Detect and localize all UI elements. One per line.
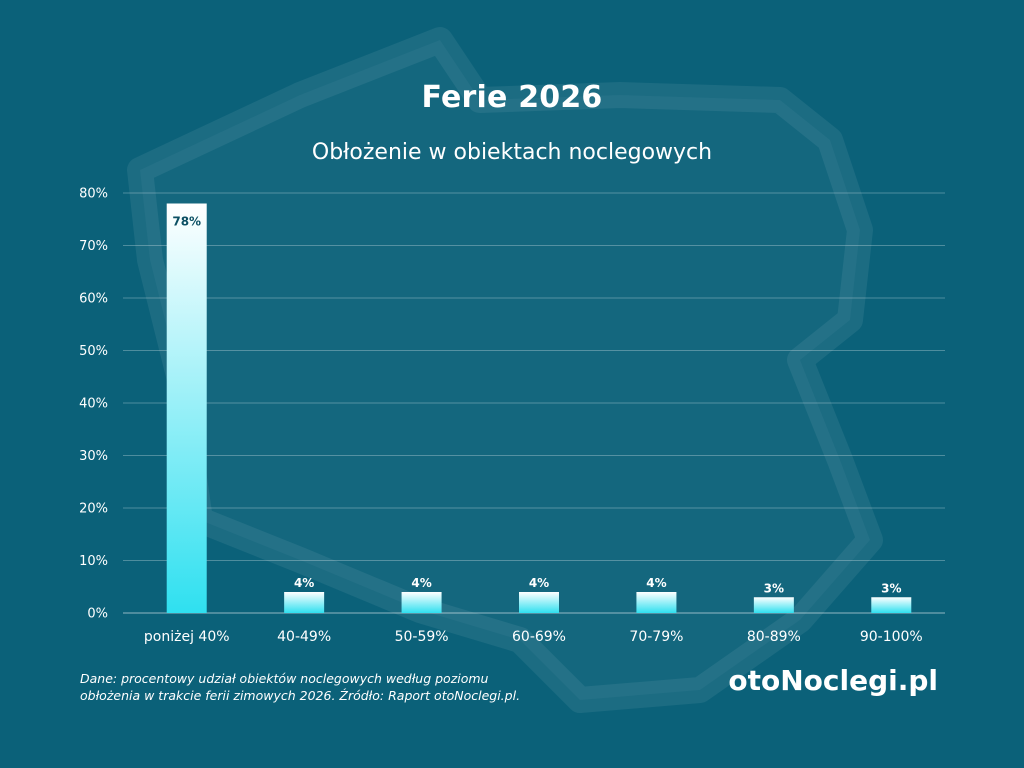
bar (871, 597, 912, 613)
y-tick-label: 50% (79, 344, 108, 359)
bar-value-label: 78% (172, 215, 201, 229)
bar-value-label: 3% (764, 581, 784, 595)
source-footnote: Dane: procentowy udział obiektów noclego… (80, 670, 550, 704)
footnote-line-1: Dane: procentowy udział obiektów noclego… (80, 671, 489, 686)
x-axis-categories: poniżej 40% 40-49% 50-59% 60-69% 70-79% 80-89… (144, 629, 923, 645)
bar-value-label: 4% (294, 576, 314, 590)
y-tick-label: 40% (79, 397, 108, 412)
chart-subtitle: Obłożenie w obiektach noclegowych (311, 140, 713, 165)
x-category-label: 90-100% (860, 629, 923, 645)
bar-value-label: 4% (646, 576, 666, 590)
bar-value-labels: 78% 4% 4% 4% 4% 3% 3% (172, 215, 901, 596)
chart-title: Ferie 2026 (421, 80, 603, 115)
y-tick-label: 70% (79, 239, 108, 254)
bar (753, 597, 794, 613)
x-category-label: 40-49% (277, 629, 331, 645)
y-tick-label: 60% (79, 292, 108, 307)
y-axis-ticks: 0% 10% 20% 30% 40% 50% 60% 70% 80% (79, 187, 108, 622)
bar (636, 592, 677, 613)
x-category-label: 50-59% (395, 629, 449, 645)
x-category-label: 60-69% (512, 629, 566, 645)
y-tick-label: 80% (79, 187, 108, 202)
bar (284, 592, 325, 613)
brand-logo-text: otoNoclegi.pl (728, 664, 938, 697)
y-tick-label: 0% (87, 607, 108, 622)
y-tick-label: 20% (79, 502, 108, 517)
gridlines (123, 192, 945, 614)
bars (166, 203, 912, 613)
x-category-label: poniżej 40% (144, 629, 230, 645)
y-tick-label: 30% (79, 449, 108, 464)
x-category-label: 70-79% (629, 629, 683, 645)
bar (166, 203, 207, 613)
x-category-label: 80-89% (747, 629, 801, 645)
bar (519, 592, 559, 613)
footnote-line-2: obłożenia w trakcie ferii zimowych 2026.… (80, 688, 521, 703)
bar (401, 592, 442, 613)
bar-value-label: 3% (881, 581, 901, 595)
y-tick-label: 10% (79, 554, 108, 569)
bar-value-label: 4% (411, 576, 431, 590)
bar-value-label: 4% (529, 576, 549, 590)
